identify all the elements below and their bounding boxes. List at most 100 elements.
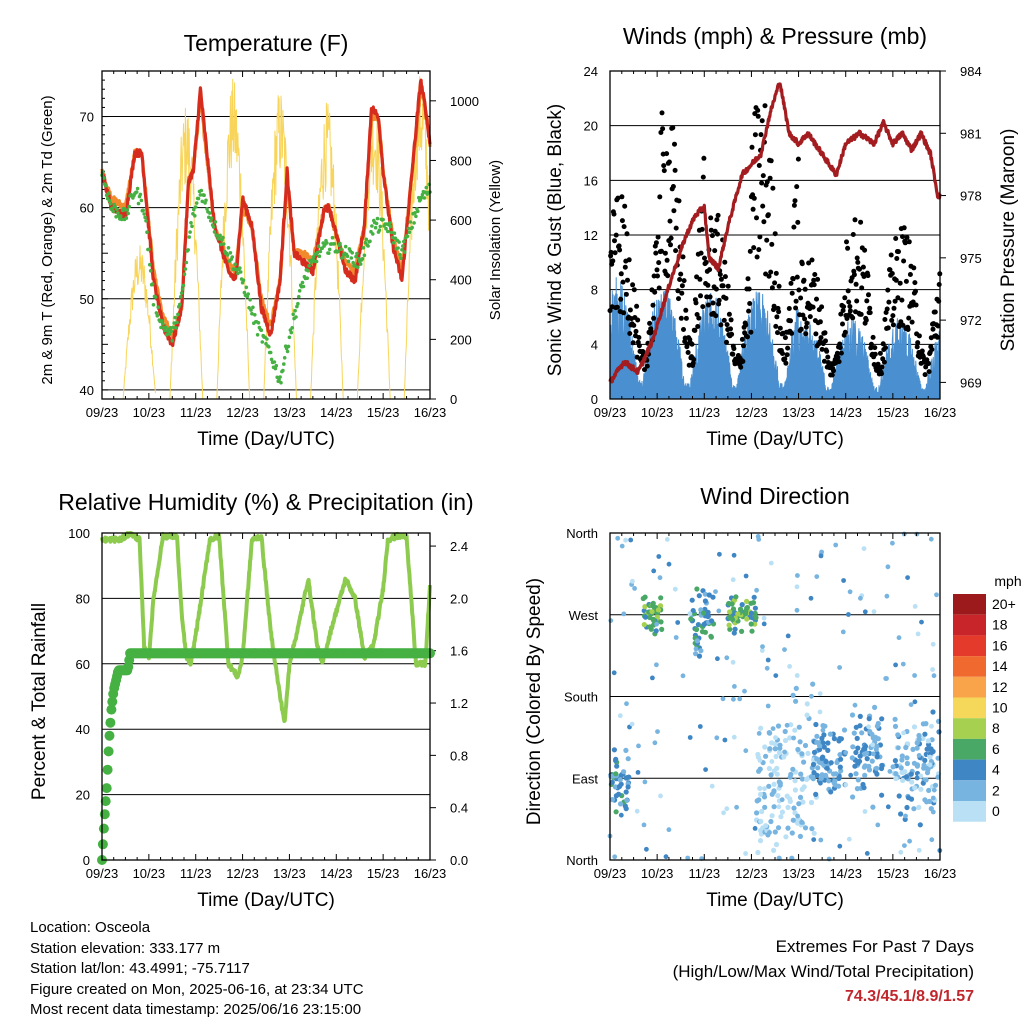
gust-dot: [647, 320, 653, 326]
wind-direction-dot: [918, 786, 924, 792]
wind-direction-dot: [623, 806, 629, 812]
wind-direction-dot: [901, 730, 906, 736]
wind-direction-dot: [814, 733, 820, 739]
gust-dot: [851, 272, 857, 278]
precip-dot: [107, 696, 118, 707]
temperature-2m-line: [100, 78, 432, 347]
recent-timestamp: Most recent data timestamp: 2025/06/16 2…: [30, 1001, 362, 1018]
dewpoint-dot: [346, 259, 351, 264]
dewpoint-dot: [169, 329, 174, 334]
dewpoint-dot: [194, 201, 199, 205]
gust-dot: [811, 277, 817, 283]
wind-direction-dot: [739, 628, 745, 635]
wind-direction-dot: [924, 765, 930, 771]
gust-dot: [710, 300, 716, 306]
gust-dot: [919, 348, 925, 354]
wind-direction-dot: [875, 736, 881, 742]
wind-direction-dot: [871, 609, 877, 614]
wind-direction-dot: [814, 739, 820, 745]
gust-dot: [754, 254, 760, 260]
wind-direction-dot: [611, 747, 618, 753]
wind-direction-dot: [902, 843, 907, 848]
wind-direction-dot: [752, 605, 759, 611]
gust-dot: [784, 352, 790, 358]
winds-y-tick-label: 0: [591, 392, 598, 407]
gust-dot: [708, 215, 714, 221]
wind-direction-dot: [658, 619, 664, 625]
speed-legend-swatch: [953, 697, 986, 719]
wind-direction-dot: [848, 772, 854, 778]
temperature-x-tick-label: 13/23: [273, 405, 306, 420]
dewpoint-dot: [336, 249, 341, 254]
gust-dot: [926, 369, 932, 375]
wind-direction-dot: [862, 763, 868, 769]
gust-dot: [770, 185, 776, 191]
wind-direction-dot: [687, 611, 693, 617]
station-info: Location: Osceola Station elevation: 333…: [30, 918, 364, 1021]
dewpoint-dot: [297, 294, 301, 299]
wind-direction-dot: [775, 825, 782, 831]
gust-dot: [664, 257, 670, 263]
speed-legend-swatch: [953, 780, 986, 801]
dewpoint-dot: [291, 312, 296, 317]
humidity-y2-tick-label: 0.4: [450, 801, 468, 816]
wind-direction-x-tick-label: 10/23: [641, 866, 674, 881]
humidity-y2-tick-label: 2.0: [450, 591, 468, 606]
gust-dot: [793, 298, 799, 304]
dewpoint-dot: [205, 207, 209, 211]
wind-direction-dot: [615, 535, 621, 541]
wind-direction-dot: [685, 855, 691, 861]
gust-dot: [795, 156, 801, 162]
wind-direction-dot: [618, 812, 624, 818]
wind-direction-dot: [640, 595, 646, 602]
gust-dot: [675, 288, 681, 294]
gust-dot: [720, 283, 726, 289]
gust-dot: [794, 274, 800, 280]
temperature-y-tick-label: 60: [80, 201, 94, 216]
dewpoint-dot: [151, 303, 156, 307]
gust-dot: [936, 282, 942, 287]
wind-direction-dot: [914, 745, 920, 751]
gust-dot: [750, 206, 756, 212]
wind-direction-dot: [790, 817, 796, 823]
dewpoint-dot: [143, 215, 147, 220]
dewpoint-dot: [392, 231, 397, 235]
dewpoint-dot: [353, 263, 357, 268]
wind-direction-dot: [843, 750, 849, 755]
gust-dot: [929, 347, 935, 352]
wind-direction-dot: [609, 797, 616, 803]
wind-direction-dot: [885, 804, 891, 810]
wind-direction-dot: [642, 779, 648, 785]
dewpoint-dot: [386, 229, 390, 234]
dewpoint-dot: [218, 233, 222, 238]
gust-dot: [777, 325, 783, 331]
dewpoint-dot: [281, 368, 285, 373]
wind-direction-dot: [735, 611, 741, 617]
gust-dot: [678, 271, 684, 277]
wind-direction-dot: [724, 806, 730, 812]
gust-dot: [699, 226, 705, 232]
winds-y2-axis-label: Station Pressure (Maroon): [998, 129, 1019, 352]
winds-x-axis-label: Time (Day/UTC): [706, 429, 844, 450]
wind-direction-dot: [628, 537, 634, 543]
wind-direction-dot: [613, 758, 618, 764]
dewpoint-dot: [136, 201, 141, 206]
wind-direction-dot: [926, 742, 932, 748]
dewpoint-dot: [295, 304, 299, 309]
dewpoint-dot: [306, 268, 311, 273]
gust-dot: [915, 340, 921, 346]
wind-direction-dot: [619, 543, 625, 549]
gust-dot: [768, 269, 774, 275]
gust-dot: [758, 132, 764, 138]
wind-direction-dot: [708, 634, 715, 640]
wind-direction-dot: [922, 731, 928, 737]
wind-direction-dot: [838, 736, 845, 742]
gust-dot: [788, 280, 794, 286]
dewpoint-dot: [297, 289, 302, 293]
wind-direction-dot: [625, 756, 631, 762]
wind-direction-dot: [778, 814, 784, 820]
gust-dot: [755, 113, 761, 119]
wind-direction-dot: [779, 809, 786, 815]
gust-dot: [867, 305, 873, 311]
dewpoint-dot: [305, 276, 310, 281]
